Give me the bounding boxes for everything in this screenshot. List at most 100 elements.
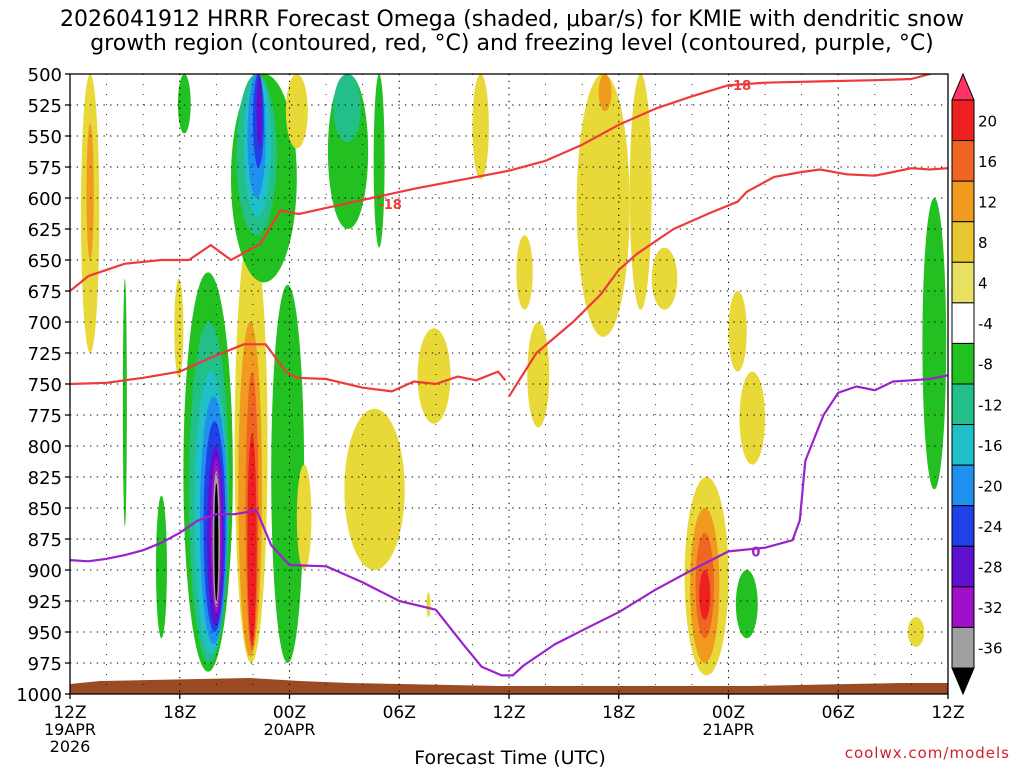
omega-cell-48 xyxy=(907,617,925,647)
colorbar-label-13: -36 xyxy=(978,640,1003,658)
colorbar-label-4: 4 xyxy=(978,275,988,293)
colorbar-label-9: -20 xyxy=(978,477,1003,495)
omega-cell-33 xyxy=(426,592,431,618)
y-tick-label-600: 600 xyxy=(28,189,62,210)
omega-cell-1 xyxy=(86,123,94,260)
omega-cell-47 xyxy=(735,570,758,639)
gridlines xyxy=(70,74,948,694)
colorbar-label-12: -32 xyxy=(978,599,1003,617)
colorbar-label-0: 20 xyxy=(978,112,997,130)
contour-label-3: 0 xyxy=(751,545,760,560)
y-tick-label-950: 950 xyxy=(28,623,62,644)
x-tick-date-36: 21APR xyxy=(702,720,754,739)
omega-cell-2 xyxy=(122,278,127,527)
omega-cell-5 xyxy=(177,74,191,134)
colorbar-box-6 xyxy=(951,342,975,385)
colorbar-box-10 xyxy=(951,505,975,547)
omega-shading xyxy=(80,74,947,676)
y-tick-label-675: 675 xyxy=(28,282,62,303)
x-tick-date-12: 20APR xyxy=(263,720,315,739)
colorbar-box-12 xyxy=(951,586,975,628)
chart-title-line2: growth region (contoured, red, °C) and f… xyxy=(90,31,934,56)
x-tick-label-30: 18Z xyxy=(602,703,635,723)
colorbar-box-11 xyxy=(951,545,975,588)
colorbar-box-1 xyxy=(951,140,975,182)
colorbar-box-0 xyxy=(951,99,975,142)
omega-cell-35 xyxy=(516,235,533,310)
omega-cell-34 xyxy=(472,74,489,180)
omega-cell-4 xyxy=(174,278,184,378)
temperature-contours xyxy=(70,74,948,677)
colorbar-label-11: -28 xyxy=(978,559,1003,577)
colorbar-label-8: -16 xyxy=(978,437,1003,455)
colorbar-box-8 xyxy=(951,424,975,466)
omega-cell-14 xyxy=(214,483,219,601)
omega-cell-30 xyxy=(373,74,385,248)
x-tick-label-0: 12Z xyxy=(53,703,86,723)
y-tick-label-700: 700 xyxy=(28,313,62,334)
y-tick-label-500: 500 xyxy=(28,65,62,86)
x-tick-date-0: 19APR xyxy=(44,720,96,739)
x-tick-label-36: 00Z xyxy=(712,703,745,723)
x-tick-label-12: 00Z xyxy=(273,703,306,723)
y-tick-label-1000: 1000 xyxy=(16,685,62,706)
contour-line-0 xyxy=(70,74,934,292)
colorbar-label-1: 16 xyxy=(978,153,997,171)
omega-cell-27 xyxy=(296,464,312,570)
omega-cell-36 xyxy=(527,322,550,428)
contour-label-0: -18 xyxy=(378,198,402,213)
y-tick-label-750: 750 xyxy=(28,375,62,396)
contour-label-1: -18 xyxy=(728,79,752,94)
surface-terrain xyxy=(70,678,948,694)
omega-cell-31 xyxy=(344,408,405,570)
colorbar-label-10: -24 xyxy=(978,518,1003,536)
y-tick-label-775: 775 xyxy=(28,406,62,427)
x-axis-label: Forecast Time (UTC) xyxy=(414,747,605,768)
y-axis: 500 525 550 575 600 625 650 675 700 725 750 775 800 8… xyxy=(16,65,70,706)
colorbar: 20 16 12 8 4 -4 -8 -12 -16 -20 -24 -28 -32 -36 xyxy=(951,72,1003,696)
colorbar-label-2: 12 xyxy=(978,193,997,211)
colorbar-box-4 xyxy=(951,261,975,304)
y-tick-label-650: 650 xyxy=(28,251,62,272)
y-tick-label-550: 550 xyxy=(28,127,62,148)
contour-line-1 xyxy=(508,167,948,397)
contour-labels: -18 -18 0 xyxy=(378,79,760,560)
x-tick-label-24: 12Z xyxy=(492,703,525,723)
colorbar-box-13 xyxy=(951,626,975,669)
colorbar-label-3: 8 xyxy=(978,234,988,252)
contour-line-3 xyxy=(70,374,948,677)
omega-cell-38 xyxy=(629,74,652,310)
x-tick-label-48: 12Z xyxy=(931,703,964,723)
colorbar-box-3 xyxy=(951,221,975,263)
y-tick-label-825: 825 xyxy=(28,468,62,489)
colorbar-arrow-bottom xyxy=(951,667,975,696)
omega-cell-44 xyxy=(699,570,711,620)
colorbar-box-7 xyxy=(951,383,975,426)
colorbar-label-7: -12 xyxy=(978,396,1003,414)
omega-cell-45 xyxy=(728,291,747,372)
y-tick-label-625: 625 xyxy=(28,220,62,241)
y-tick-label-975: 975 xyxy=(28,654,62,675)
omega-cell-37 xyxy=(576,74,630,337)
y-tick-label-800: 800 xyxy=(28,437,62,458)
omega-cell-26 xyxy=(271,284,305,663)
colorbar-label-6: -8 xyxy=(978,356,993,374)
omega-cell-32 xyxy=(417,328,451,424)
colorbar-arrow-top xyxy=(951,72,975,101)
omega-cell-24 xyxy=(256,74,263,149)
omega-cell-29 xyxy=(333,74,361,143)
omega-cell-3 xyxy=(155,495,167,639)
x-tick-year-0: 2026 xyxy=(50,737,91,756)
y-tick-label-875: 875 xyxy=(28,530,62,551)
y-tick-label-850: 850 xyxy=(28,499,62,520)
site-credit: coolwx.com/models xyxy=(844,744,1010,762)
colorbar-box-5 xyxy=(951,302,975,344)
y-tick-label-725: 725 xyxy=(28,344,62,365)
omega-cell-25 xyxy=(285,74,308,149)
omega-cell-39 xyxy=(651,247,678,310)
x-tick-label-18: 06Z xyxy=(383,703,416,723)
omega-cell-49 xyxy=(922,198,947,490)
colorbar-label-5: -4 xyxy=(978,315,993,333)
